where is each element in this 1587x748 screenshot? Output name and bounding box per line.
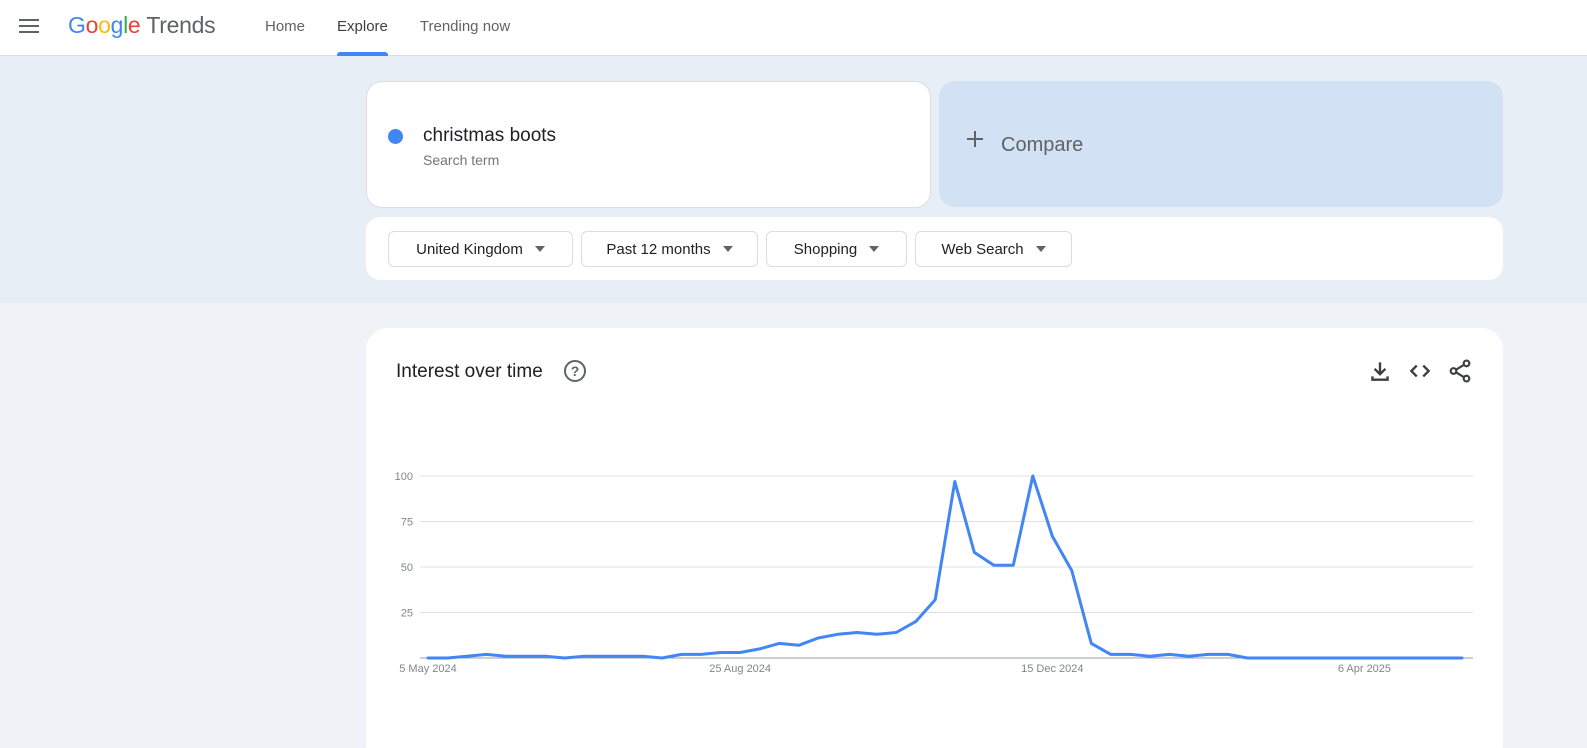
- data-point: [1360, 654, 1368, 662]
- data-point: [1107, 650, 1115, 658]
- region-value: United Kingdom: [416, 240, 523, 258]
- data-point: [814, 634, 822, 642]
- data-point: [639, 652, 647, 660]
- filter-bar: United Kingdom Past 12 months Shopping W…: [366, 217, 1503, 280]
- data-point: [561, 654, 569, 662]
- search-property-dropdown[interactable]: Web Search: [915, 231, 1072, 267]
- y-tick-label: 75: [401, 517, 413, 529]
- search-term-name[interactable]: christmas boots: [423, 125, 557, 146]
- data-point: [502, 652, 510, 660]
- nav-home[interactable]: Home: [265, 18, 306, 35]
- data-point: [1068, 567, 1076, 575]
- time-range-dropdown[interactable]: Past 12 months: [581, 231, 758, 267]
- search-property-value: Web Search: [941, 240, 1024, 258]
- y-tick-label: 100: [395, 471, 413, 483]
- data-point: [600, 652, 608, 660]
- data-point: [463, 652, 471, 660]
- data-point: [522, 652, 530, 660]
- top-app-bar: Google Trends Home Explore Trending now: [0, 0, 1587, 56]
- data-point: [1341, 654, 1349, 662]
- embed-icon[interactable]: [1407, 358, 1433, 384]
- dropdown-arrow-icon: [869, 246, 880, 252]
- share-icon[interactable]: [1447, 358, 1473, 384]
- data-point: [970, 548, 978, 556]
- data-point: [1282, 654, 1290, 662]
- data-point: [736, 649, 744, 657]
- category-value: Shopping: [793, 240, 858, 258]
- compare-button[interactable]: Compare: [939, 81, 1503, 207]
- data-point: [424, 654, 432, 662]
- data-point: [678, 650, 686, 658]
- chart-title: Interest over time: [396, 361, 543, 382]
- interest-line-chart: 25 50 75 100 5 May 2024 25 Aug 2024 15 Dec 202…: [395, 471, 1473, 675]
- data-point: [1009, 561, 1017, 569]
- data-point: [619, 652, 627, 660]
- data-point: [931, 596, 939, 604]
- data-point: [658, 654, 666, 662]
- data-point: [1302, 654, 1310, 662]
- data-point: [580, 652, 588, 660]
- data-point: [1146, 652, 1154, 660]
- google-trends-logo[interactable]: Google Trends: [68, 12, 216, 38]
- series-line: [426, 474, 1464, 660]
- data-point: [1224, 650, 1232, 658]
- data-point: [892, 629, 900, 637]
- y-tick-label: 25: [401, 608, 413, 620]
- series-color-dot: [388, 129, 403, 144]
- search-term-type: Search term: [423, 152, 500, 168]
- data-point: [541, 652, 549, 660]
- time-range-value: Past 12 months: [606, 240, 711, 258]
- data-point: [795, 641, 803, 649]
- data-point: [1419, 654, 1427, 662]
- interest-over-time-card: Interest over time ? 25 50 75 100 5 May 2024…: [366, 328, 1503, 748]
- search-term-card[interactable]: christmas boots Search term: [366, 81, 931, 208]
- data-point: [1399, 654, 1407, 662]
- main-nav: Home Explore Trending now: [265, 0, 542, 56]
- data-point: [1263, 654, 1271, 662]
- data-point: [1087, 639, 1095, 647]
- download-icon[interactable]: [1367, 358, 1393, 384]
- data-point: [717, 649, 725, 657]
- data-point: [1243, 654, 1251, 662]
- data-point: [1458, 654, 1466, 662]
- data-point: [444, 654, 452, 662]
- compare-label: Compare: [1001, 134, 1084, 156]
- x-tick-label: 5 May 2024: [399, 663, 456, 675]
- data-point: [756, 645, 764, 653]
- x-tick-label: 15 Dec 2024: [1021, 663, 1083, 675]
- data-point: [1029, 472, 1037, 480]
- data-point: [1204, 650, 1212, 658]
- data-point: [1185, 652, 1193, 660]
- x-tick-label: 25 Aug 2024: [709, 663, 771, 675]
- data-point: [483, 650, 491, 658]
- data-point: [951, 477, 959, 485]
- hamburger-menu-icon[interactable]: [18, 16, 40, 38]
- plus-icon: [965, 129, 985, 149]
- logo-product-name: Trends: [146, 12, 216, 38]
- dropdown-arrow-icon: [534, 246, 545, 252]
- nav-trending-now[interactable]: Trending now: [419, 18, 511, 35]
- data-point: [1321, 654, 1329, 662]
- y-tick-label: 50: [401, 562, 413, 574]
- data-point: [912, 618, 920, 626]
- region-dropdown[interactable]: United Kingdom: [388, 231, 573, 267]
- data-point: [1380, 654, 1388, 662]
- data-point: [990, 561, 998, 569]
- data-point: [834, 630, 842, 638]
- data-point: [1165, 650, 1173, 658]
- data-point: [873, 630, 881, 638]
- data-point: [1048, 532, 1056, 540]
- data-point: [853, 629, 861, 637]
- data-point: [1126, 650, 1134, 658]
- help-icon[interactable]: ?: [564, 360, 586, 382]
- dropdown-arrow-icon: [1035, 246, 1046, 252]
- data-point: [697, 650, 705, 658]
- x-tick-label: 6 Apr 2025: [1338, 663, 1391, 675]
- nav-explore[interactable]: Explore: [337, 0, 388, 56]
- category-dropdown[interactable]: Shopping: [766, 231, 907, 267]
- data-point: [775, 639, 783, 647]
- dropdown-arrow-icon: [722, 246, 733, 252]
- data-point: [1438, 654, 1446, 662]
